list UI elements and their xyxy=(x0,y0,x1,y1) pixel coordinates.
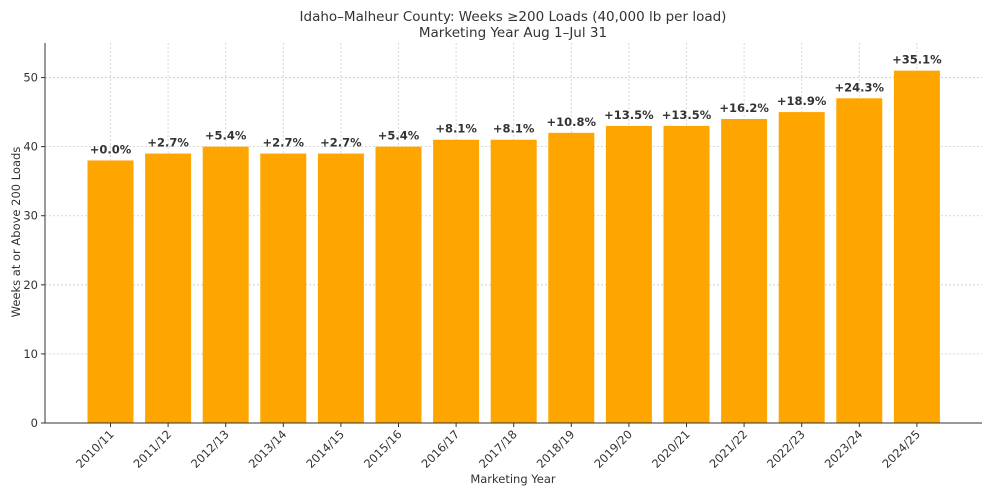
x-tick-label: 2021/22 xyxy=(707,427,751,471)
bar xyxy=(490,139,537,423)
y-axis-label: Weeks at or Above 200 Loads xyxy=(9,147,23,318)
bar-data-label: +35.1% xyxy=(892,53,942,67)
bar xyxy=(778,112,825,423)
data-labels: +0.0% +2.7% +5.4% +2.7% +2.7% +5.4% +8.1% +8.1%… xyxy=(90,53,942,157)
bar xyxy=(836,98,883,423)
bar xyxy=(202,146,249,424)
bar-data-label: +5.4% xyxy=(205,129,247,143)
x-tick-label: 2010/11 xyxy=(73,427,117,471)
bar-data-label: +13.5% xyxy=(662,108,712,122)
y-tick-label: 20 xyxy=(23,278,38,292)
x-tick-label: 2012/13 xyxy=(188,427,232,471)
bar xyxy=(260,153,307,423)
bar-data-label: +8.1% xyxy=(435,122,477,136)
bar-data-label: +2.7% xyxy=(263,136,305,150)
y-tick-label: 40 xyxy=(23,140,38,154)
bar xyxy=(433,139,480,423)
x-tick-label: 2019/20 xyxy=(591,427,635,471)
x-tick-label: 2022/23 xyxy=(764,427,808,471)
x-tick-label: 2013/14 xyxy=(246,427,290,471)
y-tick-label: 10 xyxy=(23,347,38,361)
bar xyxy=(721,119,768,423)
x-tick-label: 2023/24 xyxy=(822,427,866,471)
bar xyxy=(893,70,940,424)
bar-data-label: +2.7% xyxy=(320,136,362,150)
x-tick-label: 2015/16 xyxy=(361,427,405,471)
bars xyxy=(87,70,940,424)
bar-data-label: +8.1% xyxy=(493,122,535,136)
bar-data-label: +2.7% xyxy=(147,136,189,150)
bar-data-label: +5.4% xyxy=(378,129,420,143)
bar-data-label: +0.0% xyxy=(90,142,132,156)
x-tick-label: 2014/15 xyxy=(303,427,347,471)
chart-subtitle: Marketing Year Aug 1–Jul 31 xyxy=(419,25,607,41)
y-tick-label: 0 xyxy=(31,416,38,430)
x-tick-label: 2016/17 xyxy=(419,427,463,471)
x-axis-ticks: 2010/11 2011/12 2012/13 2013/14 2014/15 2015/… xyxy=(73,423,923,471)
chart-title: Idaho–Malheur County: Weeks ≥200 Loads (… xyxy=(300,9,727,25)
x-tick-label: 2018/19 xyxy=(534,427,578,471)
x-tick-label: 2024/25 xyxy=(879,427,923,471)
bar-data-label: +13.5% xyxy=(604,108,654,122)
x-tick-label: 2020/21 xyxy=(649,427,693,471)
bar xyxy=(663,125,710,423)
bar-data-label: +18.9% xyxy=(777,94,827,108)
bar xyxy=(548,132,595,423)
y-tick-label: 30 xyxy=(23,209,38,223)
bar xyxy=(375,146,422,424)
bar-data-label: +10.8% xyxy=(547,115,597,129)
y-axis-ticks: 0 10 20 30 40 50 xyxy=(23,71,45,430)
y-tick-label: 50 xyxy=(23,71,38,85)
bar xyxy=(317,153,364,423)
bar xyxy=(605,125,652,423)
bar xyxy=(145,153,192,423)
x-tick-label: 2011/12 xyxy=(131,427,175,471)
x-axis-label: Marketing Year xyxy=(470,472,556,486)
x-tick-label: 2017/18 xyxy=(476,427,520,471)
bar xyxy=(87,160,134,424)
bar-data-label: +16.2% xyxy=(719,101,769,115)
bar-data-label: +24.3% xyxy=(835,80,885,94)
